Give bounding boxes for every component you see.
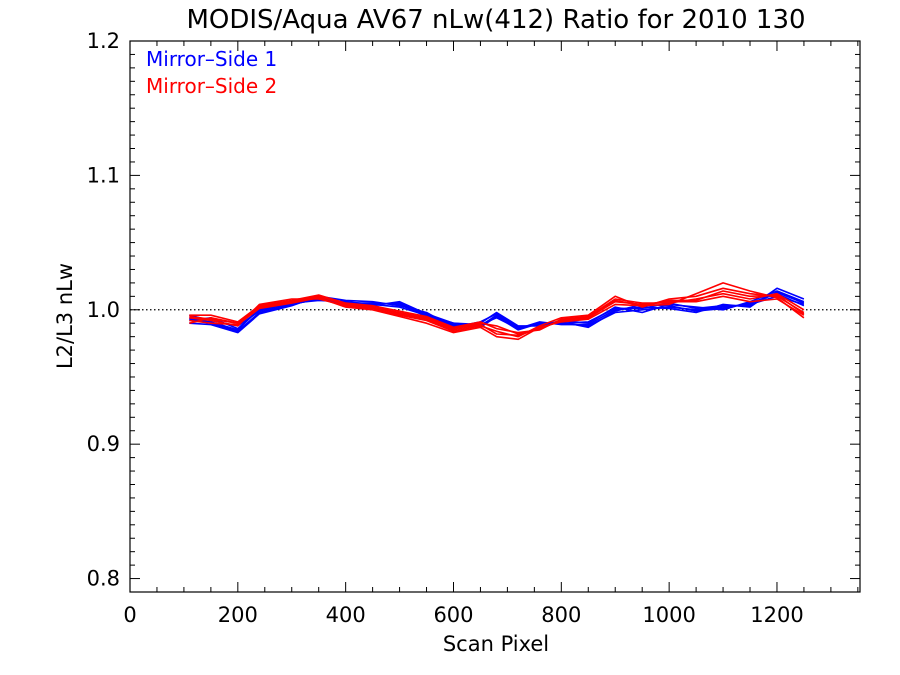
series-line-5: [189, 291, 805, 331]
x-tick-label: 600: [433, 603, 473, 627]
x-tick-label: 400: [326, 603, 366, 627]
series-line-7: [189, 287, 805, 338]
legend: Mirror–Side 1 Mirror–Side 2: [146, 47, 277, 98]
series-layer: [189, 282, 805, 341]
chart-title: MODIS/Aqua AV67 nLw(412) Ratio for 2010 …: [186, 5, 805, 35]
series-line-10: [189, 290, 805, 337]
x-axis-label: Scan Pixel: [443, 632, 549, 656]
y-axis-label: L2/L3 nLw: [53, 263, 77, 369]
x-tick-label: 0: [123, 603, 136, 627]
plot-frame: [129, 40, 861, 593]
y-tick-label: 0.9: [87, 432, 120, 456]
y-tick-label: 1.0: [87, 298, 120, 322]
series-line-8: [189, 292, 805, 334]
x-tick-label: 1000: [642, 603, 695, 627]
series-line-4: [189, 292, 805, 334]
x-tick-label: 800: [541, 603, 581, 627]
y-tick-label: 0.8: [87, 567, 120, 591]
y-tick-label: 1.2: [87, 29, 120, 53]
legend-entry-2: Mirror–Side 2: [146, 74, 277, 98]
axis-layer: 0 200 400 600 800 1000 1200 0.8 0.9 1.0 1.1 1.2: [87, 29, 861, 627]
x-tick-label: 200: [218, 603, 258, 627]
legend-entry-1: Mirror–Side 1: [146, 47, 277, 71]
x-tick-label: 1200: [750, 603, 803, 627]
y-tick-label: 1.1: [87, 163, 120, 187]
series-line-9: [189, 282, 805, 341]
